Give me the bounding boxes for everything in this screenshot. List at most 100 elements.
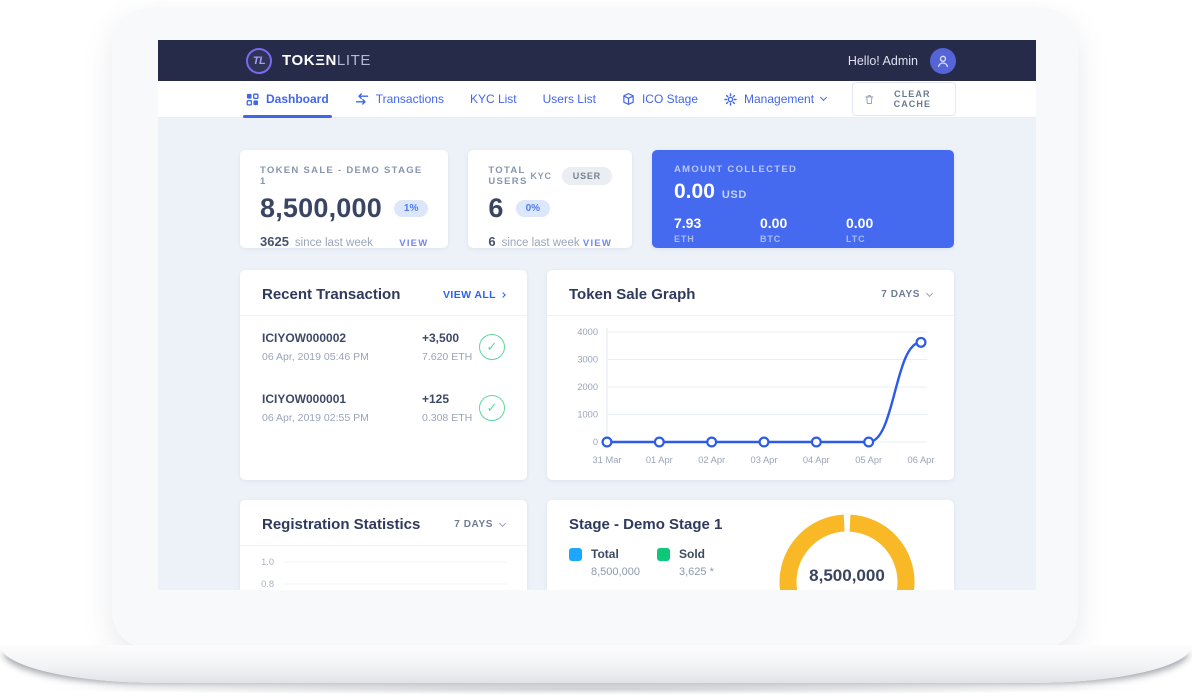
legend-value: 3,625 * bbox=[679, 566, 714, 578]
card-title: AMOUNT COLLECTED bbox=[674, 164, 798, 175]
delta-value: 3625 bbox=[260, 234, 289, 249]
registration-line-chart: 1.00.80.6 bbox=[261, 557, 507, 589]
nav-item-management[interactable]: Management bbox=[724, 81, 828, 117]
recent-transactions-panel: Recent Transaction VIEW ALL ICIYOW000002… bbox=[240, 270, 527, 480]
view-link[interactable]: VIEW bbox=[582, 238, 612, 249]
line-chart: 0 1000 2000 3000 4000 31 Mar 01 Apr 02 Apr 03 Ap… bbox=[547, 316, 954, 485]
kyc-user-toggle: KYC USER bbox=[530, 167, 612, 185]
tx-crypto: 0.308 ETH bbox=[422, 412, 473, 424]
legend-label: Total bbox=[591, 547, 619, 561]
tx-crypto: 7.620 ETH bbox=[422, 351, 473, 363]
check-circle-icon: ✓ bbox=[479, 334, 505, 360]
registration-statistics-panel: Registration Statistics 7 DAYS 1.00.80.6 bbox=[240, 500, 527, 590]
tx-amount: +3,500 bbox=[422, 331, 460, 345]
tx-id: ICIYOW000002 bbox=[262, 331, 347, 345]
legend-value: 8,500,000 bbox=[591, 566, 640, 578]
period-dropdown[interactable]: 7 DAYS bbox=[881, 289, 934, 300]
nav-label: Management bbox=[744, 92, 815, 106]
nav-label: Users List bbox=[542, 92, 596, 106]
token-sale-card: TOKEN SALE - DEMO STAGE 1 8,500,000 1% 3… bbox=[240, 150, 449, 249]
btc-label: BTC bbox=[760, 234, 782, 244]
total-users-percent-badge: 0% bbox=[515, 200, 551, 217]
stat-cards-row: TOKEN SALE - DEMO STAGE 1 8,500,000 1% 3… bbox=[240, 150, 954, 249]
total-users-value: 6 bbox=[488, 193, 504, 223]
tx-id: ICIYOW000001 bbox=[262, 392, 347, 406]
trash-icon bbox=[865, 94, 874, 104]
nav-label: KYC List bbox=[469, 92, 517, 106]
svg-text:02 Apr: 02 Apr bbox=[698, 455, 725, 465]
logo-text-bold: TOKΞN bbox=[282, 52, 337, 69]
transactions-arrows-icon bbox=[355, 93, 368, 105]
view-all-label: VIEW ALL bbox=[443, 288, 496, 301]
legend-item-total: Total 8,500,000 bbox=[569, 547, 657, 578]
view-all-link[interactable]: VIEW ALL bbox=[443, 288, 506, 301]
brand-logo[interactable]: TL TOKΞNLITE bbox=[246, 47, 371, 74]
amount-usd-label: USD bbox=[721, 189, 747, 201]
panel-title: Recent Transaction bbox=[262, 286, 401, 303]
token-sale-percent-badge: 1% bbox=[393, 200, 429, 217]
delta-value: 6 bbox=[488, 234, 496, 249]
eth-value: 7.93 bbox=[674, 215, 702, 231]
svg-text:01 Apr: 01 Apr bbox=[646, 455, 673, 465]
ltc-label: LTC bbox=[846, 234, 866, 244]
view-link[interactable]: VIEW bbox=[399, 238, 429, 249]
delta-label: since last week bbox=[501, 237, 580, 249]
nav-item-ico-stage[interactable]: ICO Stage bbox=[622, 81, 698, 117]
chevron-down-icon bbox=[820, 93, 828, 102]
period-dropdown[interactable]: 7 DAYS bbox=[454, 519, 507, 530]
tx-date: 06 Apr, 2019 05:46 PM bbox=[262, 351, 369, 363]
svg-text:0: 0 bbox=[593, 437, 598, 447]
gauge-center-value: 8,500,000 bbox=[809, 566, 885, 585]
toggle-user[interactable]: USER bbox=[561, 167, 612, 185]
delta-label: since last week bbox=[294, 237, 373, 249]
legend-swatch-total bbox=[569, 548, 582, 561]
token-sale-graph-panel: Token Sale Graph 7 DAYS 0 1000 2000 3000 400… bbox=[547, 270, 954, 480]
svg-text:03 Apr: 03 Apr bbox=[751, 455, 778, 465]
toggle-kyc[interactable]: KYC bbox=[530, 171, 552, 181]
amount-usd-value: 0.00 bbox=[674, 180, 715, 203]
donut-ring bbox=[779, 514, 915, 590]
period-label: 7 DAYS bbox=[881, 289, 920, 300]
clear-cache-button[interactable]: CLEAR CACHE bbox=[852, 82, 956, 116]
card-title: TOKEN SALE - DEMO STAGE 1 bbox=[260, 165, 423, 187]
svg-text:3000: 3000 bbox=[577, 355, 598, 365]
tx-amount: +125 bbox=[422, 392, 450, 406]
nav-item-kyc-list[interactable]: KYC List bbox=[470, 81, 517, 117]
laptop-shadow bbox=[40, 683, 1152, 695]
token-sale-value: 8,500,000 bbox=[260, 193, 382, 223]
topbar: TL TOKΞNLITE Hello! Admin bbox=[158, 40, 1036, 81]
svg-text:05 Apr: 05 Apr bbox=[855, 455, 882, 465]
chevron-down-icon bbox=[498, 519, 507, 527]
legend-label: Sold bbox=[679, 547, 705, 561]
person-icon bbox=[937, 55, 949, 67]
dashboard-grid-icon bbox=[246, 93, 259, 106]
panel-title: Stage - Demo Stage 1 bbox=[569, 516, 723, 533]
crypto-breakdown: 7.93 ETH 0.00 BTC 0.00 LTC bbox=[674, 215, 932, 244]
stage-panel: Stage - Demo Stage 1 Total 8,500,000 bbox=[547, 500, 954, 590]
panel-title: Registration Statistics bbox=[262, 516, 421, 533]
laptop-base bbox=[0, 645, 1192, 683]
logo-text-light: LITE bbox=[336, 52, 371, 69]
screen: TL TOKΞNLITE Hello! Admin bbox=[158, 40, 1036, 590]
stage-legend: Total 8,500,000 Sold 3,625 * bbox=[547, 545, 954, 590]
svg-text:1000: 1000 bbox=[577, 410, 598, 420]
bottom-row: Registration Statistics 7 DAYS 1.00.80.6… bbox=[240, 500, 954, 590]
panel-title: Token Sale Graph bbox=[569, 286, 696, 303]
tx-date: 06 Apr, 2019 02:55 PM bbox=[262, 412, 369, 424]
ltc-value: 0.00 bbox=[846, 215, 874, 231]
topbar-right: Hello! Admin bbox=[848, 47, 956, 74]
logo-text: TOKΞNLITE bbox=[282, 52, 371, 69]
registration-chart: 1.00.80.6 bbox=[240, 546, 527, 590]
svg-text:0.8: 0.8 bbox=[261, 579, 274, 589]
svg-text:06 Apr: 06 Apr bbox=[908, 455, 935, 465]
transaction-row: ICIYOW000001 06 Apr, 2019 02:55 PM +125 … bbox=[240, 377, 527, 438]
nav-label: Transactions bbox=[375, 92, 444, 106]
user-avatar[interactable] bbox=[930, 47, 956, 74]
nav-item-transactions[interactable]: Transactions bbox=[355, 81, 444, 117]
nav-item-users-list[interactable]: Users List bbox=[543, 81, 596, 117]
breakdown-btc: 0.00 BTC bbox=[760, 215, 846, 244]
nav-item-dashboard[interactable]: Dashboard bbox=[243, 81, 332, 118]
period-label: 7 DAYS bbox=[454, 519, 493, 530]
chevron-right-icon bbox=[500, 291, 506, 298]
